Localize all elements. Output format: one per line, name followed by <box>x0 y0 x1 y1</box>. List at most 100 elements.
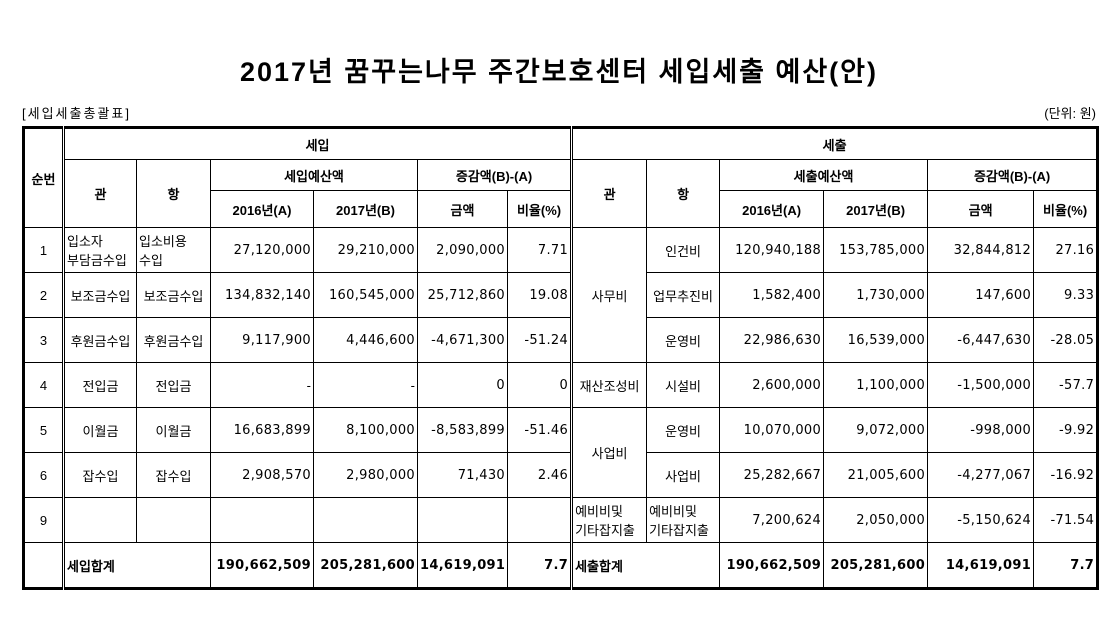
income-2017-cell: 4,446,600 <box>313 317 418 363</box>
header-row-groups: 관 항 세입예산액 증감액(B)-(A) 관 항 세출예산액 증감액(B)-(A… <box>24 159 1099 228</box>
income-total-label: 세입합계 <box>62 542 211 589</box>
header-income-section: 세입 <box>61 127 573 160</box>
income-hang-cell: 입소비용 수입 <box>136 227 211 273</box>
income-2016-cell: 16,683,899 <box>210 407 314 453</box>
income-gwan-cell: 후원금수입 <box>62 317 137 363</box>
seq-cell: 3 <box>23 317 64 363</box>
income-2016-cell: 27,120,000 <box>210 227 314 273</box>
income-2017-cell: - <box>313 362 418 408</box>
expense-2017-cell: 9,072,000 <box>823 407 929 453</box>
expense-hang-cell: 시설비 <box>646 362 721 408</box>
header-income-gwan: 관 <box>62 159 137 228</box>
header-expense-2017: 2017년(B) <box>823 190 929 228</box>
expense-total-ratio: 7.7 <box>1033 542 1099 589</box>
income-gwan-cell: 보조금수입 <box>62 272 137 318</box>
expense-amount-cell: -5,150,624 <box>927 497 1035 543</box>
unit-label: (단위: 원) <box>1044 106 1096 121</box>
expense-ratio-cell: 27.16 <box>1033 227 1099 273</box>
expense-amount-cell: -998,000 <box>927 407 1035 453</box>
expense-gwan-cell: 사업비 <box>570 407 648 498</box>
page-title: 2017년 꿈꾸는나무 주간보호센터 세입세출 예산(안) <box>239 57 878 87</box>
expense-ratio-cell: 9.33 <box>1033 272 1099 318</box>
income-2017-cell: 2,980,000 <box>313 452 418 498</box>
header-expense-change: 증감액(B)-(A) <box>927 159 1099 191</box>
header-expense-amount: 금액 <box>927 190 1035 228</box>
header-row-columns: 2016년(A) 2017년(B) 금액 비율(%) 2016년(A) 2017… <box>24 190 1099 228</box>
table-row: 5 이월금 이월금 16,683,899 8,100,000 -8,583,89… <box>23 407 1099 498</box>
income-amount-cell: 0 <box>417 362 508 408</box>
expense-ratio-cell: -28.05 <box>1033 317 1099 363</box>
header-expense-2016: 2016년(A) <box>719 190 825 228</box>
expense-total-label: 세출합계 <box>570 542 721 589</box>
income-hang-cell: 후원금수입 <box>136 317 211 363</box>
income-gwan-cell: 이월금 <box>62 407 137 453</box>
expense-2017-cell: 16,539,000 <box>823 317 929 363</box>
income-total-2016: 190,662,509 <box>210 542 314 589</box>
income-2016-cell: - <box>210 362 314 408</box>
expense-2016-cell: 7,200,624 <box>719 497 825 543</box>
table-row: 2 보조금수입 보조금수입 134,832,140 160,545,000 25… <box>23 272 1099 318</box>
header-expense-gwan: 관 <box>570 159 648 228</box>
expense-total-2016: 190,662,509 <box>719 542 825 589</box>
expense-2017-cell: 21,005,600 <box>823 452 929 498</box>
expense-ratio-cell: -16.92 <box>1033 452 1099 498</box>
header-expense-section: 세출 <box>570 127 1099 160</box>
table-row: 1 입소자 부담금수입 입소비용 수입 27,120,000 29,210,00… <box>23 227 1099 363</box>
income-ratio-cell: -51.46 <box>506 407 573 453</box>
table-row: 4 전입금 전입금 - - 0 0 재산조성비 시설비 2,600,000 1,… <box>23 362 1099 408</box>
income-hang-cell: 보조금수입 <box>136 272 211 318</box>
income-amount-cell: 2,090,000 <box>417 227 508 273</box>
income-gwan-cell: 잡수입 <box>62 452 137 498</box>
income-amount-cell: 71,430 <box>417 452 508 498</box>
table-row: 3 후원금수입 후원금수입 9,117,900 4,446,600 -4,671… <box>23 317 1099 363</box>
income-hang-cell: 전입금 <box>136 362 211 408</box>
expense-amount-cell: -4,277,067 <box>927 452 1035 498</box>
header-income-amount: 금액 <box>417 190 508 228</box>
seq-cell: 2 <box>23 272 64 318</box>
header-income-budget: 세입예산액 <box>210 159 418 191</box>
total-row: 세입합계 190,662,509 205,281,600 14,619,091 … <box>23 542 1099 589</box>
expense-2016-cell: 1,582,400 <box>719 272 825 318</box>
seq-cell: 5 <box>23 407 64 453</box>
income-ratio-cell: 19.08 <box>506 272 573 318</box>
expense-ratio-cell: -57.7 <box>1033 362 1099 408</box>
header-income-change: 증감액(B)-(A) <box>416 159 573 191</box>
expense-hang-cell: 사업비 <box>646 452 721 498</box>
table-row: 6 잡수입 잡수입 2,908,570 2,980,000 71,430 2.4… <box>23 452 1099 498</box>
income-2016-cell <box>210 497 314 543</box>
header-seq: 순번 <box>23 127 64 228</box>
seq-cell: 4 <box>23 362 64 408</box>
expense-2016-cell: 25,282,667 <box>719 452 825 498</box>
expense-total-amount: 14,619,091 <box>927 542 1035 589</box>
expense-amount-cell: 32,844,812 <box>927 227 1035 273</box>
header-expense-budget: 세출예산액 <box>719 159 929 191</box>
expense-2016-cell: 120,940,188 <box>719 227 825 273</box>
expense-2017-cell: 1,100,000 <box>823 362 929 408</box>
header-expense-hang: 항 <box>646 159 721 228</box>
income-2017-cell: 160,545,000 <box>313 272 418 318</box>
expense-gwan-cell: 예비비및 기타잡지출 <box>570 497 648 543</box>
expense-amount-cell: -1,500,000 <box>927 362 1035 408</box>
income-amount-cell: 25,712,860 <box>417 272 508 318</box>
income-ratio-cell: 7.71 <box>506 227 573 273</box>
sub-header: [세입세출총괄표] (단위: 원) <box>22 103 1096 122</box>
table-row: 9 예비비및 기타잡지출 예비비및 기타잡지출 7,200,624 2,050,… <box>23 497 1099 543</box>
income-ratio-cell: 2.46 <box>506 452 573 498</box>
expense-hang-cell: 운영비 <box>646 317 721 363</box>
expense-hang-cell: 인건비 <box>646 227 721 273</box>
income-ratio-cell <box>506 497 573 543</box>
income-amount-cell: -8,583,899 <box>417 407 508 453</box>
header-income-hang: 항 <box>136 159 211 228</box>
income-gwan-cell: 전입금 <box>62 362 137 408</box>
income-total-2017: 205,281,600 <box>313 542 418 589</box>
expense-hang-cell: 예비비및 기타잡지출 <box>646 497 721 543</box>
header-income-2017: 2017년(B) <box>313 190 418 228</box>
header-income-2016: 2016년(A) <box>210 190 314 228</box>
expense-2016-cell: 22,986,630 <box>719 317 825 363</box>
expense-total-2017: 205,281,600 <box>823 542 929 589</box>
income-hang-cell: 이월금 <box>136 407 211 453</box>
income-hang-cell <box>136 497 211 543</box>
income-amount-cell: -4,671,300 <box>417 317 508 363</box>
expense-2016-cell: 2,600,000 <box>719 362 825 408</box>
